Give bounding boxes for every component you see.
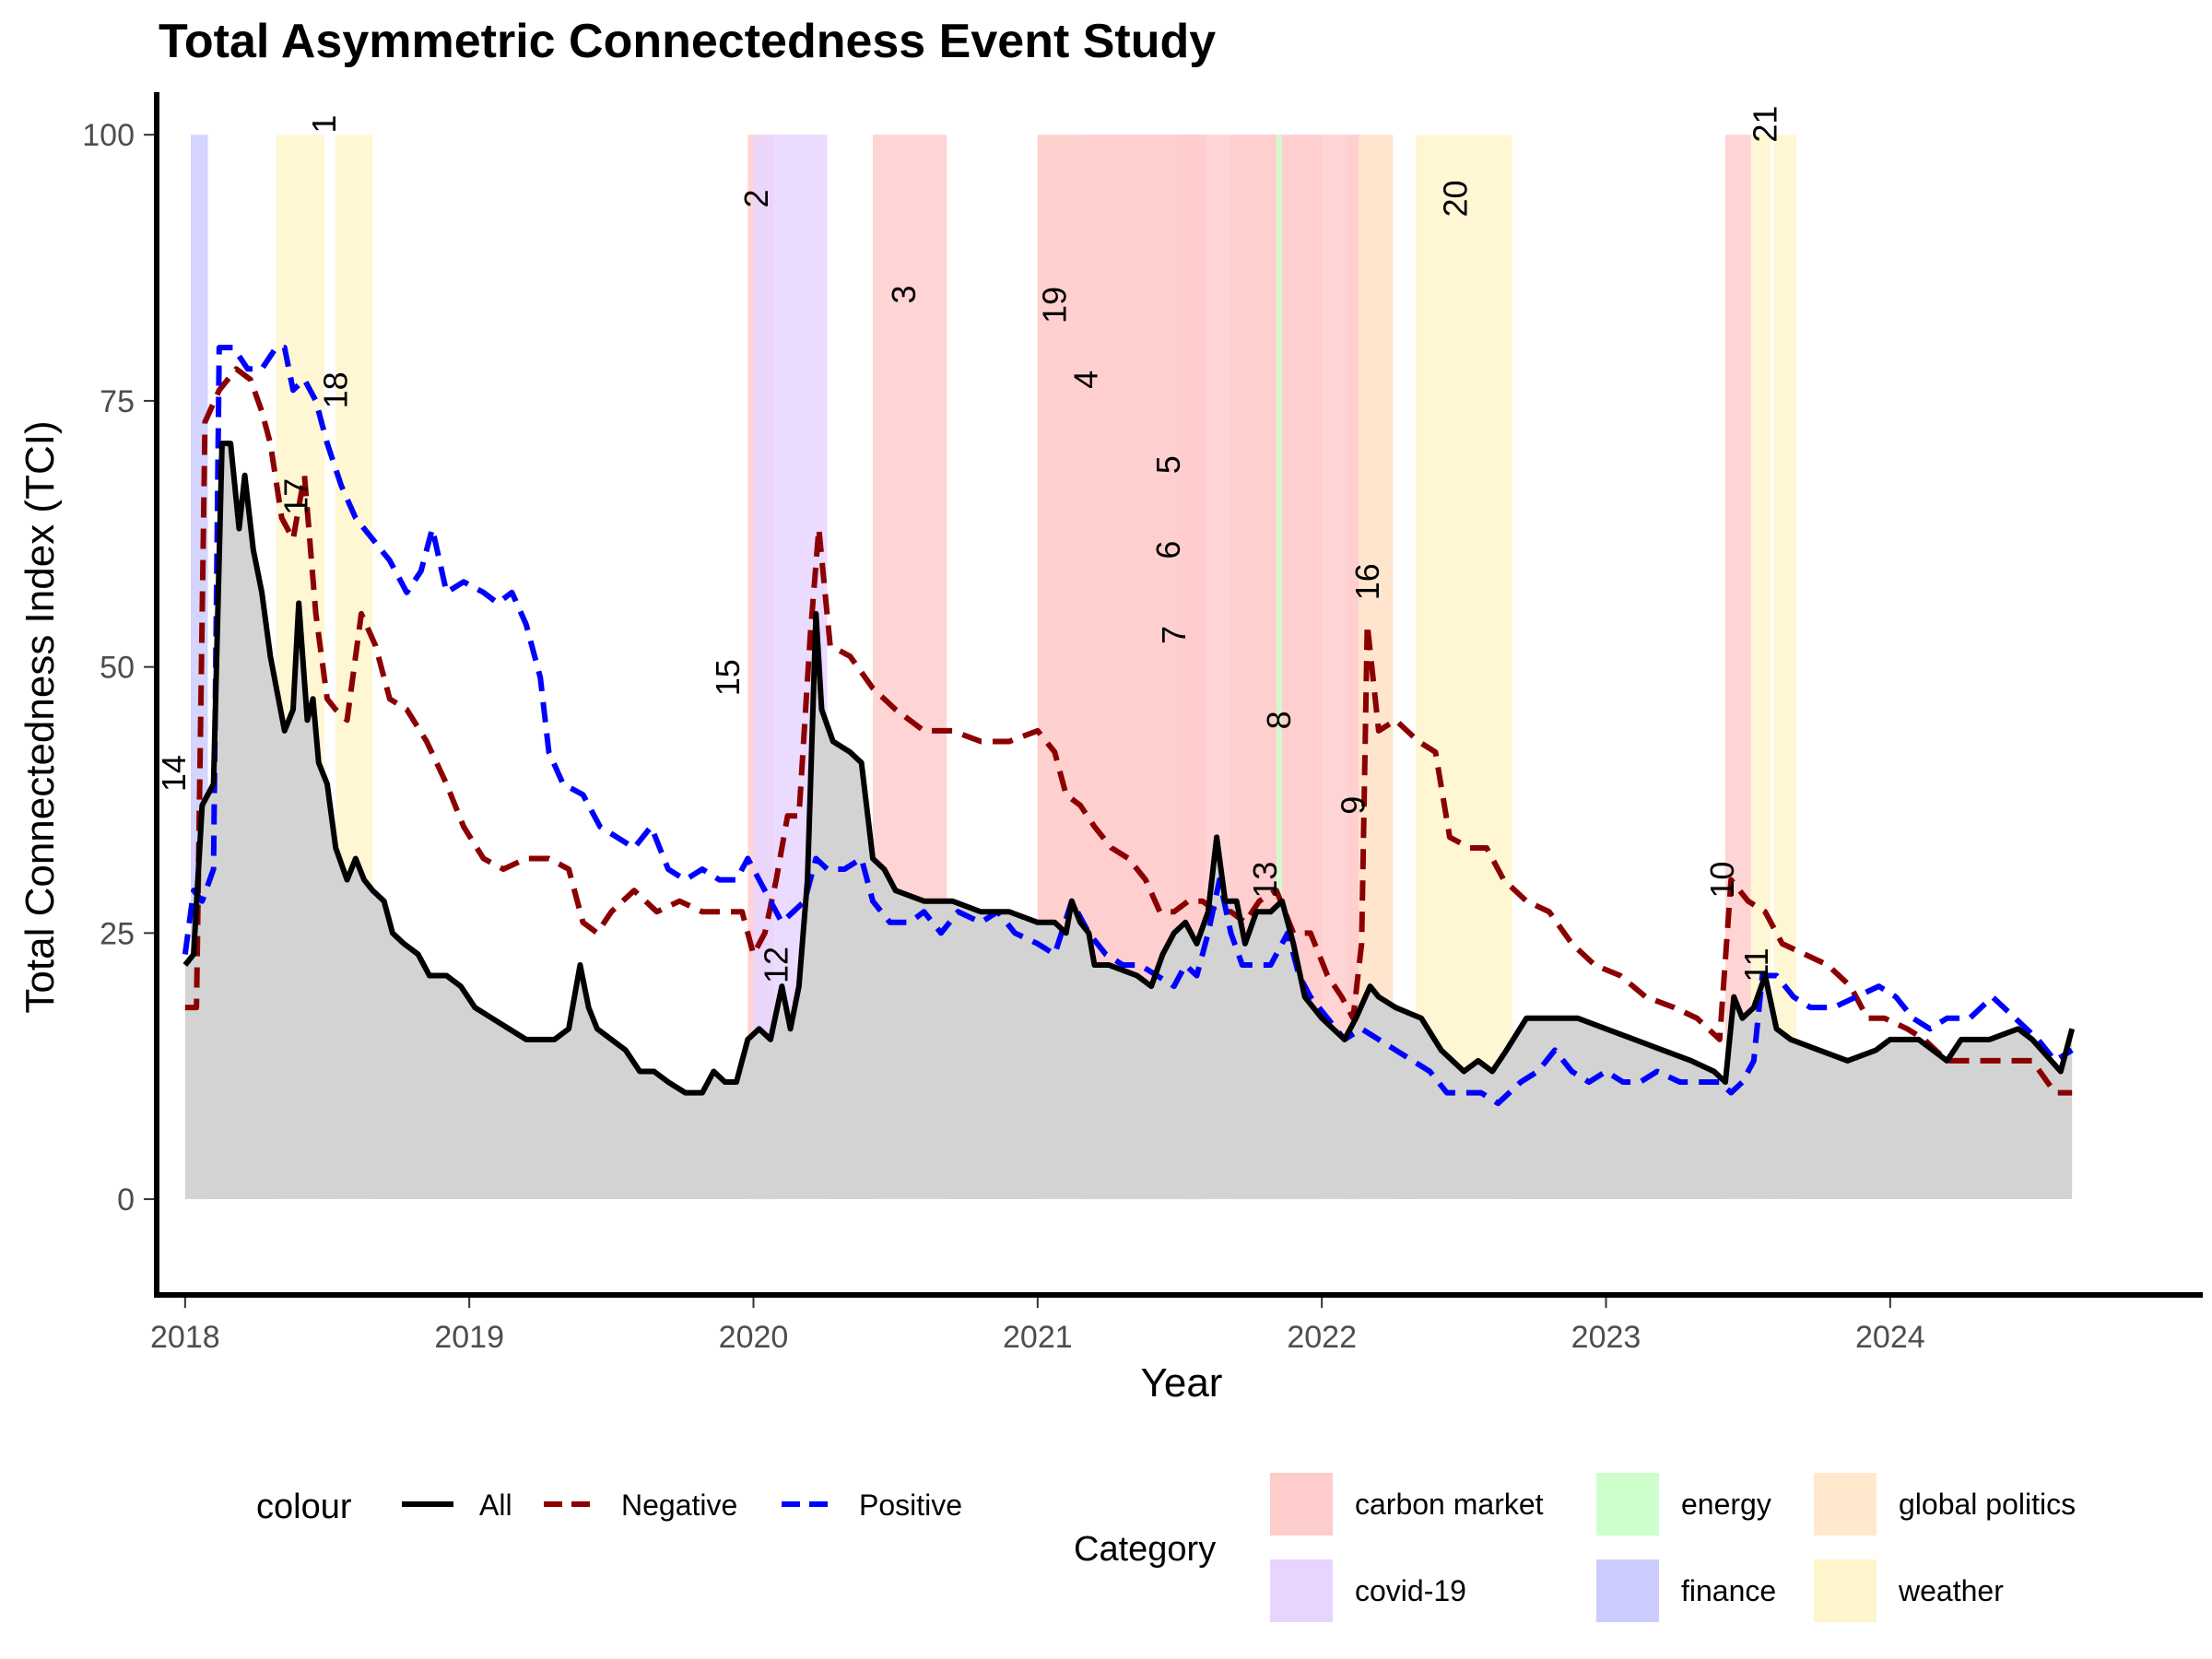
x-ticks: 2018 2019 2020 2021 2022 2023 2024: [150, 1298, 1925, 1355]
x-tick-label-2024: 2024: [1855, 1320, 1925, 1355]
event-label-14: 14: [155, 755, 193, 792]
event-label-19: 19: [1036, 287, 1074, 324]
event-label-8: 8: [1260, 711, 1298, 729]
event-label-5: 5: [1149, 455, 1187, 474]
x-tick-label-2019: 2019: [434, 1320, 504, 1355]
category-legend: Category carbon market energy global polit…: [1074, 1473, 2076, 1622]
event-label-12: 12: [758, 947, 795, 983]
event-label-4: 4: [1067, 371, 1105, 389]
event-label-11: 11: [1737, 947, 1775, 982]
event-label-15: 15: [709, 659, 747, 696]
series-line-all: [182, 441, 2076, 1096]
colour-legend-label-positive: Positive: [859, 1488, 962, 1522]
category-legend-key-carbon-market: [1270, 1473, 1333, 1535]
category-legend-label-covid-19: covid-19: [1355, 1574, 1466, 1607]
y-tick-label-50: 50: [100, 651, 135, 686]
x-tick-label-2023: 2023: [1571, 1320, 1641, 1355]
event-label-2: 2: [737, 189, 775, 207]
series-line-positive: [182, 345, 2074, 1107]
event-label-6: 6: [1149, 541, 1187, 559]
category-legend-key-energy: [1596, 1473, 1659, 1535]
category-legend-label-weather: weather: [1898, 1574, 2004, 1607]
colour-legend-label-negative: Negative: [621, 1488, 737, 1522]
event-band-carbon-market-18: [1347, 135, 1359, 1200]
event-band-energy-16: [1276, 135, 1282, 1200]
category-legend-key-weather: [1814, 1559, 1877, 1622]
x-tick-label-2021: 2021: [1003, 1320, 1073, 1355]
event-band-weather-22: [1750, 135, 1771, 1200]
y-tick-label-0: 0: [117, 1182, 135, 1218]
event-label-16: 16: [1348, 563, 1386, 600]
category-legend-label-carbon-market: carbon market: [1355, 1488, 1544, 1521]
event-label-1: 1: [305, 115, 343, 134]
event-label-10: 10: [1703, 862, 1741, 899]
event-label-20: 20: [1436, 180, 1474, 217]
category-legend-key-global-politics: [1814, 1473, 1877, 1535]
series-lines: [182, 345, 2076, 1107]
event-label-21: 21: [1747, 106, 1784, 143]
event-label-18: 18: [317, 371, 355, 408]
category-legend-label-global-politics: global politics: [1899, 1488, 2076, 1521]
event-label-7: 7: [1155, 626, 1193, 644]
y-ticks: 0 25 50 75 100: [82, 118, 154, 1218]
event-label-13: 13: [1246, 862, 1284, 899]
category-legend-title: Category: [1074, 1530, 1216, 1569]
event-band-weather-20: [1415, 135, 1512, 1200]
x-tick-label-2018: 2018: [150, 1320, 220, 1355]
x-tick-label-2022: 2022: [1287, 1320, 1357, 1355]
x-tick-label-2020: 2020: [719, 1320, 789, 1355]
event-label-3: 3: [885, 285, 923, 303]
colour-legend-label-all: All: [479, 1488, 512, 1522]
series-line-negative: [184, 366, 2073, 1096]
all-series-area: [184, 443, 2073, 1200]
y-tick-label-25: 25: [100, 916, 135, 951]
event-label-9: 9: [1334, 796, 1371, 815]
colour-legend-title: colour: [256, 1488, 352, 1526]
category-legend-key-finance: [1596, 1559, 1659, 1622]
y-axis-title: Total Connectedness Index (TCI): [18, 420, 63, 1013]
colour-legend: colour All Negative Positive: [256, 1488, 962, 1526]
category-legend-label-finance: finance: [1681, 1574, 1776, 1607]
y-tick-label-75: 75: [100, 384, 135, 419]
y-tick-label-100: 100: [82, 118, 135, 153]
chart-title: Total Asymmetric Connectedness Event Stu…: [159, 15, 1216, 68]
x-axis-title: Year: [1141, 1360, 1223, 1406]
all-area: [184, 443, 2073, 1200]
event-bands: [191, 135, 1797, 1200]
event-label-17: 17: [276, 478, 314, 515]
category-legend-key-covid-19: [1270, 1559, 1333, 1622]
category-legend-label-energy: energy: [1681, 1488, 1771, 1521]
